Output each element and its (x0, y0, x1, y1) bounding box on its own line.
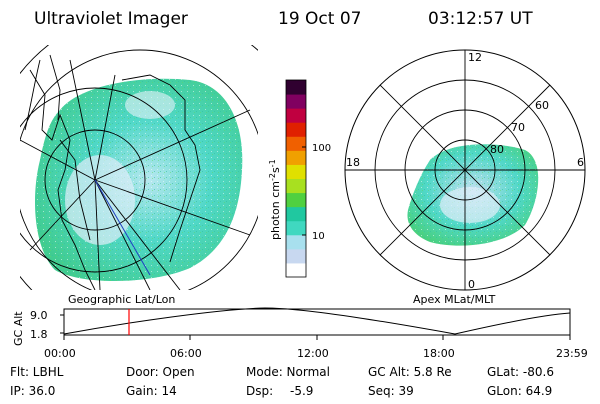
altitude-xtick-1200: 12:00 (297, 347, 329, 360)
colorbar-frame (285, 79, 307, 278)
geo-gridlines (20, 45, 258, 290)
info-door: Door: Open (126, 365, 195, 379)
info-gc-alt: GC Alt: 5.8 Re (368, 365, 452, 379)
app-title: Ultraviolet Imager (34, 9, 188, 29)
altitude-ytick-low: 1.8 (30, 328, 48, 341)
polar-mlt-6: 6 (577, 156, 584, 169)
altitude-xtick-0600: 06:00 (170, 347, 202, 360)
altitude-xtick-1800: 18:00 (423, 347, 455, 360)
polar-mlt-12: 12 (468, 51, 482, 64)
colorbar-tick-10: 10 (312, 231, 325, 242)
colorbar-cell (286, 248, 306, 264)
altitude-curve (63, 307, 571, 335)
polar-panel-label: Apex MLat/MLT (413, 293, 496, 306)
polar-mlt-18: 18 (346, 156, 360, 169)
colorbar-cell (286, 94, 306, 109)
polar-lat-80: 80 (490, 143, 504, 156)
colorbar-cell (286, 192, 306, 208)
polar-mlt-0: 0 (468, 278, 475, 291)
altitude-xtick-0000: 00:00 (44, 347, 76, 360)
colorbar-cell (286, 220, 306, 236)
info-filter: Flt: LBHL (10, 365, 64, 379)
info-gain: Gain: 14 (126, 384, 177, 398)
info-ip: IP: 36.0 (10, 384, 55, 398)
info-seq: Seq: 39 (368, 384, 414, 398)
geo-panel-label: Geographic Lat/Lon (68, 293, 175, 306)
info-glon: GLon: 64.9 (487, 384, 552, 398)
colorbar-cells (286, 80, 306, 278)
colorbar-cell (286, 262, 306, 278)
geo-pale-patch (65, 155, 135, 245)
polar-pale-patch (440, 187, 500, 223)
altitude-ylabel: GC Alt (12, 311, 25, 346)
colorbar-cell (286, 80, 306, 95)
altitude-ytick-high: 9.0 (30, 309, 48, 322)
colorbar-cell (286, 234, 306, 250)
altitude-frame (63, 308, 571, 336)
colorbar-cell (286, 150, 306, 165)
info-mode: Mode: Normal (246, 365, 330, 379)
colorbar-cell (286, 164, 306, 179)
colorbar-cell (286, 178, 306, 194)
colorbar-cell (286, 108, 306, 123)
colorbar-cell (286, 206, 306, 222)
altitude-plot: GC Alt 9.0 1.8 00:00 06:00 12:00 18:00 2… (12, 307, 588, 360)
date-label: 19 Oct 07 (278, 9, 361, 29)
info-glat: GLat: -80.6 (487, 365, 554, 379)
colorbar: 100 10 photon cm-2s-1 (268, 79, 331, 278)
info-dsp-label: Dsp: (246, 384, 273, 398)
time-label: 03:12:57 UT (428, 9, 533, 29)
colorbar-tick-100: 100 (312, 143, 331, 154)
polar-gridlines (345, 50, 585, 290)
altitude-xtick-2359: 23:59 (556, 347, 588, 360)
polar-lat-70: 70 (511, 121, 525, 134)
info-panel: Flt: LBHL Door: Open Mode: Normal GC Alt… (10, 365, 554, 398)
polar-map: 12 18 6 0 60 70 80 (344, 49, 586, 291)
info-dsp-value: -5.9 (290, 384, 313, 398)
geo-coastlines (24, 54, 201, 290)
colorbar-cell (286, 136, 306, 151)
geo-track-line (94, 179, 151, 276)
geographic-map (20, 45, 258, 290)
colorbar-unit-label: photon cm-2s-1 (268, 159, 282, 240)
polar-lat-60: 60 (535, 99, 549, 112)
colorbar-cell (286, 122, 306, 137)
geo-pale-patch-2 (125, 91, 175, 119)
